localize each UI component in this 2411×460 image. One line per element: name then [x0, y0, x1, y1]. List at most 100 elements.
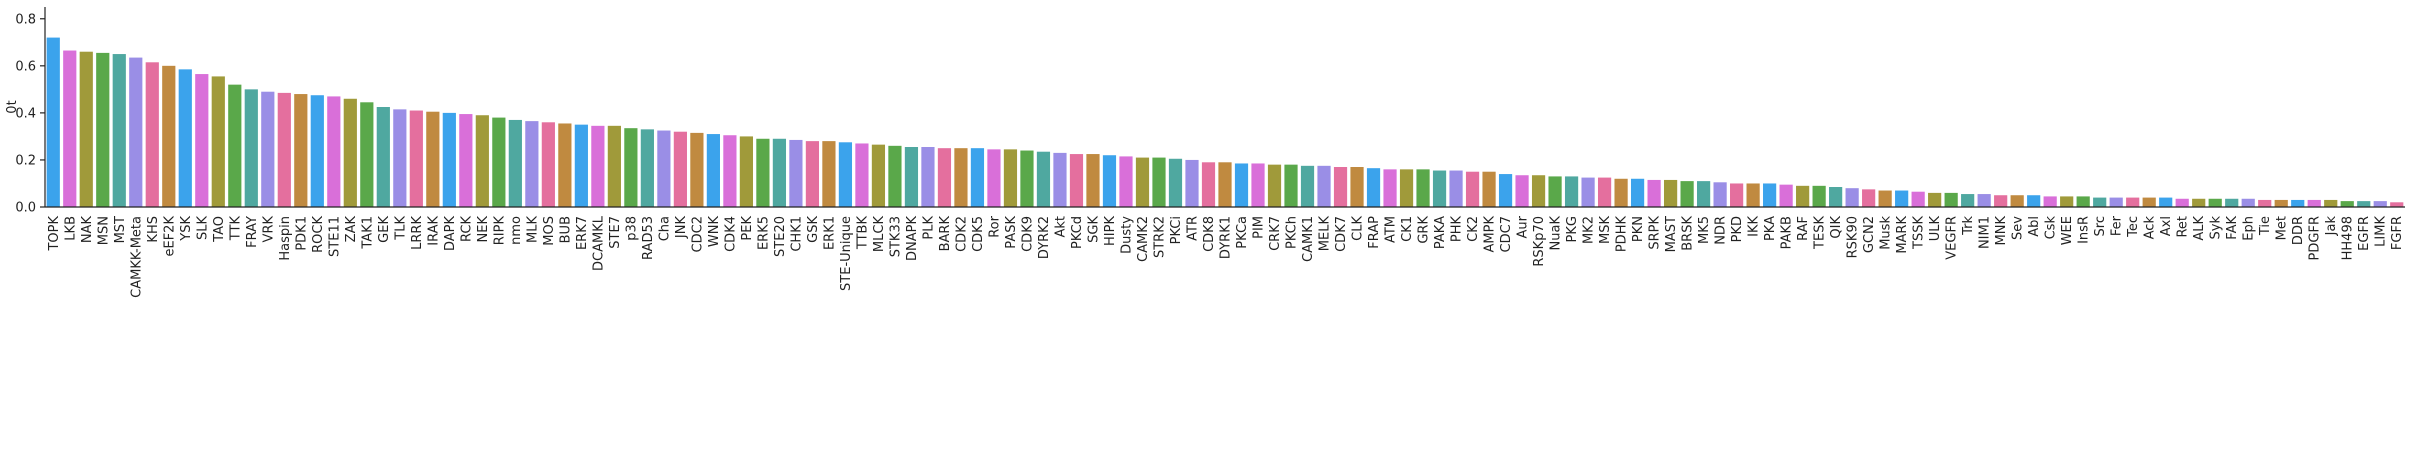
bar [690, 132, 704, 207]
bar [2109, 197, 2123, 207]
x-tick-label: MST [113, 216, 128, 243]
bar [855, 143, 869, 207]
bar [541, 122, 555, 207]
bar [1482, 171, 1496, 207]
bar [327, 96, 341, 207]
bar [1746, 183, 1760, 207]
x-tick-label: PASK [1004, 216, 1019, 249]
x-tick-label: CDK4 [723, 216, 738, 252]
x-tick-label: STK33 [888, 216, 903, 257]
bar [2291, 199, 2305, 207]
x-tick-label: TSSK [1912, 216, 1927, 250]
bar [2093, 197, 2107, 207]
x-tick-label: GEK [377, 216, 392, 243]
x-tick-label: MOS [542, 216, 557, 246]
x-tick-label: PAKB [1780, 216, 1795, 249]
bar [987, 149, 1001, 207]
x-tick-label: DYRK1 [1219, 216, 1234, 259]
x-tick-label: MSK [1598, 216, 1613, 244]
x-tick-label: FGFR [2390, 216, 2405, 250]
bar [2060, 196, 2074, 207]
bar [1399, 169, 1414, 207]
x-tick-label: MAST [1664, 216, 1679, 252]
bar [1994, 195, 2008, 207]
x-tick-label: MSN [96, 216, 111, 245]
bar [2241, 198, 2255, 207]
bar [937, 148, 952, 207]
bar [756, 138, 770, 207]
x-tick-label: YSK [179, 216, 194, 242]
x-tick-label: Trk [1961, 216, 1976, 236]
bar [294, 94, 308, 207]
x-tick-label: PDGFR [2308, 216, 2323, 260]
bar [376, 107, 390, 207]
x-tick-label: InsR [2077, 216, 2092, 244]
x-tick-label: PKD [1730, 216, 1745, 242]
x-tick-label: PKCa [1235, 216, 1250, 249]
bar [591, 125, 605, 207]
bar [1548, 176, 1562, 207]
x-tick-label: AMPK [1483, 216, 1498, 253]
bar [1680, 181, 1694, 207]
bar [805, 141, 820, 207]
x-tick-label: Ret [2176, 216, 2191, 238]
x-tick-label: Ror [987, 215, 1002, 237]
bar [360, 102, 374, 207]
bar [426, 111, 440, 207]
bar [1185, 159, 1199, 207]
x-tick-label: NDR [1714, 216, 1729, 245]
x-tick-label: MNK [1994, 216, 2009, 246]
bar [244, 89, 258, 207]
bar [2258, 199, 2272, 207]
bar [574, 124, 588, 207]
bar [2126, 197, 2140, 207]
bar [261, 91, 275, 207]
bar [2357, 201, 2371, 207]
bar [1730, 183, 1744, 207]
bar [2274, 199, 2288, 207]
x-tick-label: PLK [921, 216, 936, 240]
bar [1713, 182, 1727, 207]
bar [1895, 190, 1909, 207]
x-tick-label: DYRK2 [1037, 216, 1052, 259]
x-tick-label: DCAMKL [591, 215, 606, 271]
x-tick-label: CK2 [1466, 216, 1481, 242]
bar [954, 148, 968, 207]
bar [178, 69, 192, 208]
x-tick-label: HH498 [2341, 216, 2356, 260]
bar [1564, 176, 1579, 207]
bar [79, 51, 93, 207]
bar [145, 62, 159, 208]
x-tick-label: STE11 [327, 216, 342, 257]
x-tick-label: Eph [2242, 216, 2257, 241]
bar [96, 52, 110, 207]
x-tick-label: DNAPK [905, 216, 920, 261]
bar [1944, 192, 1958, 207]
bar [2192, 198, 2206, 207]
x-tick-label: LRRK [410, 216, 425, 250]
x-tick-label: CDC2 [690, 216, 705, 252]
x-tick-label: Abl [2027, 216, 2042, 237]
bar [2307, 199, 2321, 207]
x-tick-label: RIPK [492, 216, 507, 246]
bar [1977, 194, 1991, 207]
bar [46, 37, 60, 208]
x-tick-label: Sev [2011, 216, 2026, 240]
bar [2225, 198, 2239, 207]
x-tick-label: PKCi [1169, 216, 1184, 244]
bar [1432, 170, 1447, 207]
x-tick-label: CDK2 [954, 216, 969, 252]
x-tick-label: Ack [2143, 216, 2158, 240]
bar [1053, 152, 1067, 207]
bar [607, 125, 621, 207]
bar [1878, 190, 1892, 207]
x-tick-label: CDK8 [1202, 216, 1217, 252]
x-tick-label: SRPK [1648, 216, 1663, 250]
bar [525, 121, 539, 207]
bar [1234, 163, 1249, 207]
bar [343, 98, 357, 207]
x-tick-label: RCK [459, 216, 474, 242]
x-tick-label: IKK [1747, 216, 1762, 237]
x-tick-label: Dusty [1119, 216, 1134, 254]
x-tick-label: STE-Unique [839, 216, 854, 291]
